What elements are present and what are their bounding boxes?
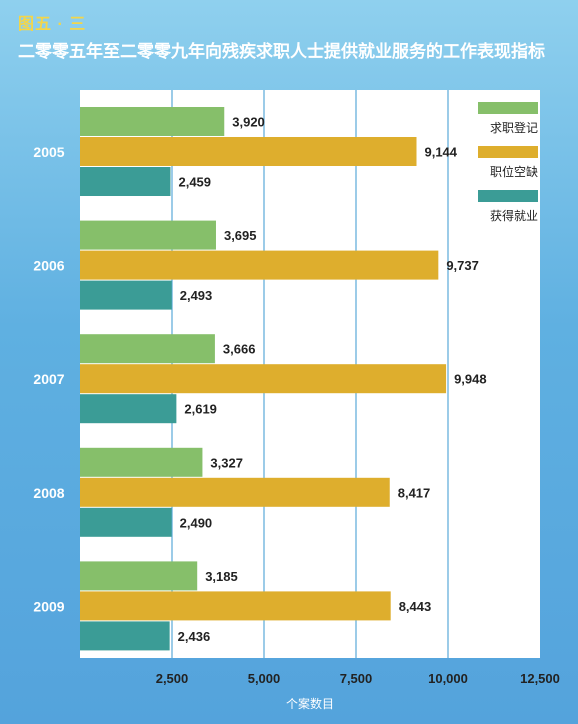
data-label: 3,327 (210, 455, 243, 470)
data-label: 3,695 (224, 228, 257, 243)
legend-label-1: 职位空缺 (490, 164, 538, 179)
x-tick-label: 5,000 (248, 671, 281, 686)
data-label: 3,920 (232, 115, 265, 130)
bar-2007-2 (80, 394, 177, 424)
data-label: 2,493 (180, 288, 213, 303)
x-axis-title: 个案数目 (286, 696, 334, 711)
bar-2006-1 (80, 250, 439, 280)
bar-2008-0 (80, 447, 203, 477)
legend-label-2: 获得就业 (490, 208, 538, 223)
bar-2005-0 (80, 107, 225, 136)
data-label: 2,459 (178, 175, 211, 190)
year-label-2006: 2006 (33, 258, 64, 274)
year-label-2007: 2007 (33, 371, 64, 387)
data-label: 3,185 (205, 569, 238, 584)
data-label: 2,619 (184, 402, 217, 417)
x-tick-label: 12,500 (520, 671, 560, 686)
data-label: 2,490 (180, 515, 213, 530)
legend-swatch-0 (478, 102, 538, 114)
bar-2007-1 (80, 364, 447, 394)
bar-2009-0 (80, 561, 198, 591)
bar-2008-1 (80, 477, 390, 507)
chart-title: 二零零五年至二零零九年向残疾求职人士提供就业服务的工作表现指标 (18, 42, 545, 61)
bar-2006-2 (80, 280, 172, 310)
data-label: 8,417 (398, 485, 431, 500)
legend-label-0: 求职登记 (490, 120, 538, 135)
year-label-2009: 2009 (33, 598, 64, 614)
bar-2006-0 (80, 220, 216, 250)
legend-swatch-1 (478, 146, 538, 158)
data-label: 8,443 (399, 599, 432, 614)
year-label-2005: 2005 (33, 144, 64, 160)
x-tick-label: 7,500 (340, 671, 373, 686)
bar-2008-2 (80, 507, 172, 537)
data-label: 9,737 (446, 258, 479, 273)
x-tick-label: 10,000 (428, 671, 468, 686)
data-label: 9,144 (424, 145, 457, 160)
bar-2005-2 (80, 167, 171, 196)
figure-number: 图五 · 三 (18, 16, 87, 33)
legend-swatch-2 (478, 190, 538, 202)
data-label: 9,948 (454, 372, 487, 387)
data-label: 3,666 (223, 342, 256, 357)
bar-2007-0 (80, 334, 215, 364)
bar-2009-1 (80, 591, 391, 621)
chart-header: 图五 · 三 二零零五年至二零零九年向残疾求职人士提供就业服务的工作表现指标 (0, 0, 578, 80)
data-label: 2,436 (178, 629, 211, 644)
year-label-2008: 2008 (33, 485, 64, 501)
bar-2005-1 (80, 137, 417, 166)
x-tick-label: 2,500 (156, 671, 189, 686)
bar-2009-2 (80, 621, 170, 651)
